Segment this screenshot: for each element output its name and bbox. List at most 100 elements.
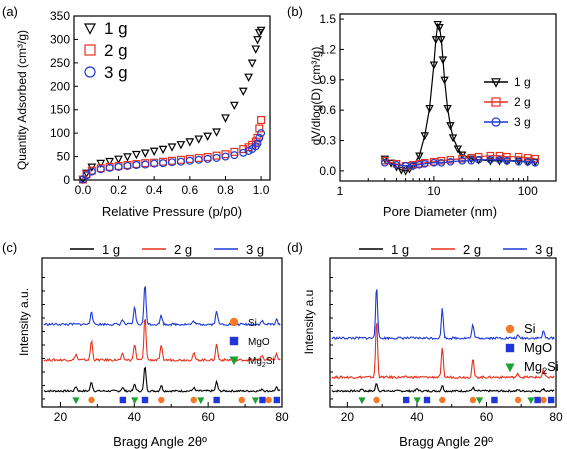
panel-a-point	[203, 132, 213, 141]
panel-a-ytick-label: 150	[50, 103, 70, 117]
panel-b-point	[415, 152, 424, 161]
panel-c-xtick-label: 20	[54, 410, 68, 424]
panel-a-point	[159, 159, 168, 168]
panel-d-phase-marker	[413, 397, 421, 405]
panel-c-phase-marker	[213, 396, 220, 404]
panel-b-xtick-label: 10	[427, 184, 441, 198]
panel-a-point	[251, 45, 261, 54]
panel-d-series-line	[331, 289, 555, 341]
panel-a-xtick-label: 0.4	[146, 183, 163, 197]
panel-a-xtick-label: 0.2	[110, 183, 127, 197]
panel-d-phase-marker	[423, 396, 431, 404]
panel-d-xtick-label: 80	[549, 410, 563, 424]
panel-a-point	[221, 152, 230, 161]
panel-c-frame	[41, 257, 283, 408]
panel-a-point	[253, 36, 262, 45]
panel-d-xtick-label: 60	[480, 410, 494, 424]
panel-b-point	[430, 158, 438, 167]
panel-b-ytick-label: 0.9	[319, 73, 336, 87]
panel-a-point	[176, 157, 185, 166]
panel-a-point	[105, 163, 114, 172]
panel-d-series-line	[331, 382, 555, 393]
panel-c-phase-marker	[141, 396, 149, 404]
panel-d-phase-marker	[547, 396, 555, 404]
panel-b-point	[429, 61, 439, 70]
phase-label-part: Mg	[248, 356, 262, 367]
panel-b-point	[431, 36, 441, 45]
panel-c-series-line	[43, 319, 281, 363]
panel-b-frame	[339, 13, 557, 182]
panel-a-point	[221, 114, 230, 123]
panel-b-point	[531, 158, 539, 167]
panel-a-point	[255, 124, 264, 133]
panel-b-legend-label: 3 g	[514, 115, 531, 129]
panel-d-phase-legend-marker	[505, 363, 515, 373]
panel-a-legend-marker	[84, 66, 96, 78]
panel-b-point	[415, 161, 424, 169]
panel-b-point	[486, 151, 495, 160]
panel-b-legend-label: 1 g	[514, 75, 531, 89]
panel-b-xlabel: Pore Diameter (nm)	[383, 204, 497, 219]
panel-a-xtick-label: 1.0	[253, 183, 270, 197]
panel-b-point	[458, 156, 466, 165]
panel-d-phase-legend-marker	[505, 324, 515, 334]
panel-a-point	[131, 150, 141, 160]
panel-c-xtick-label: 40	[128, 410, 142, 424]
panel-b-point	[380, 155, 389, 164]
panel-a-point	[194, 155, 203, 164]
panel-d-phase-marker	[475, 397, 484, 405]
panel-b-point	[486, 155, 495, 164]
panel-a-frame	[73, 15, 271, 181]
panel-b-point	[503, 156, 511, 165]
panel-d-phase-legend-label: Si	[524, 321, 536, 336]
panel-b-xtick-label: 1	[337, 184, 344, 198]
panel-c-label: (c)	[2, 240, 17, 255]
panel-a-point	[194, 135, 204, 144]
panel-d-phase-marker	[527, 397, 535, 405]
panel-b-point	[401, 167, 410, 176]
panel-d-phase-marker	[358, 397, 366, 405]
panel-d-phase-marker	[491, 396, 498, 404]
panel-b-legend-label: 2 g	[514, 95, 531, 109]
panel-a-legend-marker	[84, 23, 96, 35]
panel-b-series-line	[384, 159, 536, 167]
panel-b-point	[440, 76, 449, 85]
panel-a-point	[105, 157, 115, 167]
panel-d-ylabel: Intensity a.u	[302, 290, 316, 355]
panel-d-phase-marker	[402, 396, 410, 404]
panel-a-ytick-label: 100	[50, 126, 70, 140]
panel-c-phase-legend-marker	[229, 317, 239, 327]
panel-a-point	[96, 165, 105, 174]
panel-c-phase-marker	[259, 396, 266, 404]
panel-a-label: (a)	[2, 4, 18, 19]
panel-d-phase-legend-marker	[505, 343, 515, 353]
panel-a-legend-label: 2 g	[104, 41, 128, 60]
panel-a-point	[158, 145, 168, 155]
panel-a-point	[149, 147, 159, 156]
panel-b-series-line	[384, 155, 536, 167]
panel-c-phase-marker	[238, 396, 245, 404]
panel-a-ytick-label: 50	[57, 150, 71, 164]
panel-b-point	[443, 104, 452, 113]
phase-label-part: Mg	[524, 359, 542, 374]
panel-c-legend-label: 3 g	[246, 242, 264, 257]
panel-b-point	[392, 161, 401, 169]
panel-b-point	[437, 158, 446, 167]
panel-a-xtick-label: 0.6	[181, 183, 198, 197]
panel-c-phase-marker	[251, 397, 260, 405]
panel-b-point	[425, 104, 434, 113]
panel-d-legend-label: 2 g	[463, 242, 481, 257]
panel-a-point	[114, 155, 123, 164]
phase-label-subscript: 2	[542, 366, 547, 376]
panel-a-point	[239, 148, 248, 157]
panel-a-ytick-label: 250	[50, 56, 70, 70]
panel-b-ytick-label: 0.0	[319, 164, 336, 178]
phase-label-part: Si	[547, 359, 559, 374]
panel-a-point	[256, 26, 266, 36]
panel-b-ytick-label: 1.2	[319, 42, 336, 56]
panel-a-legend-marker	[84, 44, 96, 56]
panel-a-point	[212, 153, 221, 162]
panel-d-phase-marker	[469, 396, 477, 404]
panel-a-point	[114, 162, 123, 171]
